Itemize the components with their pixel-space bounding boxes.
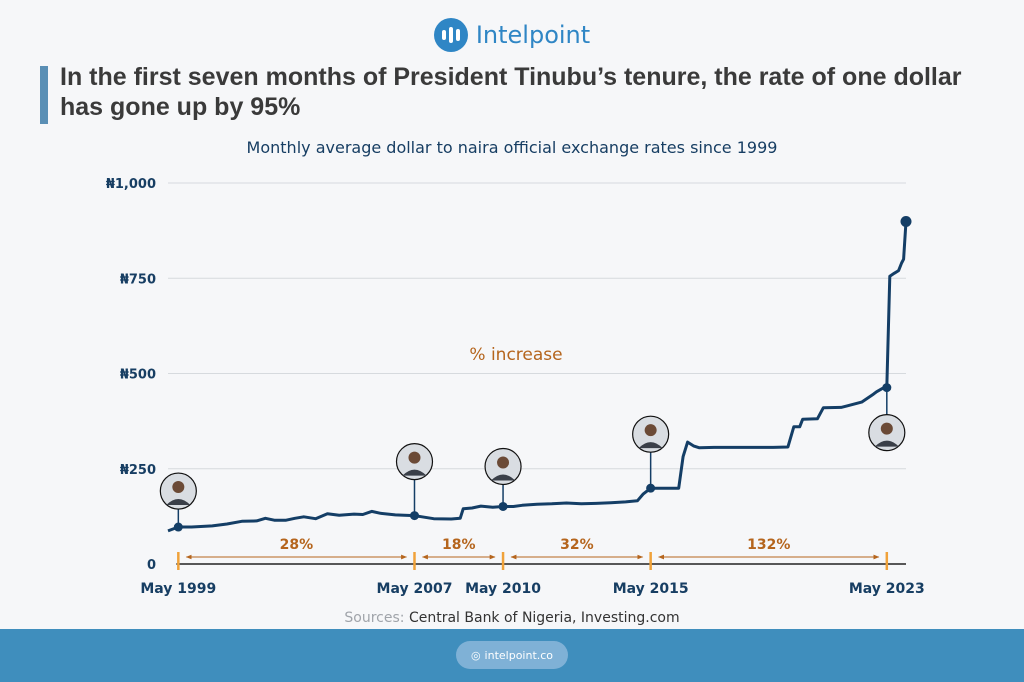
portrait-head — [172, 481, 185, 494]
y-tick-label: ₦500 — [120, 368, 156, 383]
x-tick-label: May 1999 — [140, 581, 216, 597]
x-tick-label: May 2023 — [849, 581, 925, 597]
period-percent-label: 28% — [280, 537, 314, 553]
y-tick-label: 0 — [147, 558, 156, 573]
portrait-head — [880, 422, 893, 435]
portrait-body — [638, 442, 663, 449]
y-tick-label: ₦750 — [120, 272, 156, 287]
portrait-head — [497, 456, 510, 469]
website-link[interactable]: ◎ intelpoint.co — [456, 641, 568, 669]
portrait-body — [874, 440, 899, 447]
x-tick-label: May 2007 — [377, 581, 453, 597]
sources: Sources: Central Bank of Nigeria, Invest… — [0, 610, 1024, 626]
y-tick-label: ₦250 — [120, 463, 156, 478]
milestone-point — [882, 383, 892, 393]
period-percent-label: 132% — [747, 537, 790, 553]
footer-bar: ◎ intelpoint.co — [0, 629, 1024, 682]
chart-title: Monthly average dollar to naira official… — [246, 138, 778, 157]
portrait-head — [408, 451, 421, 464]
exchange-rate-chart: 0 ₦250 ₦500 ₦750 ₦1,000 % increase 28% 18% 32% 13… — [106, 177, 925, 597]
portrait-head — [644, 424, 657, 437]
portrait-body — [166, 499, 191, 506]
milestone-point — [498, 501, 508, 511]
bar-chart-icon — [433, 18, 468, 52]
milestone-point — [173, 522, 183, 532]
sources-label: Sources: — [344, 610, 405, 626]
portrait-body — [491, 474, 516, 481]
percent-increase-annotation: % increase — [469, 345, 562, 365]
y-tick-label: ₦1,000 — [106, 177, 156, 192]
x-tick-label: May 2010 — [465, 581, 541, 597]
globe-icon: ◎ — [470, 648, 481, 662]
milestone-point — [646, 483, 656, 493]
brand-name: Intelpoint — [475, 21, 591, 49]
sources-text: Central Bank of Nigeria, Investing.com — [408, 610, 680, 626]
exchange-rate-line — [167, 221, 908, 533]
website-url: intelpoint.co — [484, 648, 554, 662]
brand-logo: Intelpoint — [0, 18, 1024, 52]
latest-value-point — [900, 215, 912, 227]
period-percent-label: 32% — [560, 537, 594, 553]
page-title: In the first seven months of President T… — [60, 63, 962, 121]
x-tick-label: May 2015 — [613, 581, 689, 597]
title-accent-bar — [40, 66, 48, 124]
period-percent-label: 18% — [442, 537, 476, 553]
milestone-point — [409, 511, 419, 521]
portrait-body — [402, 469, 427, 476]
